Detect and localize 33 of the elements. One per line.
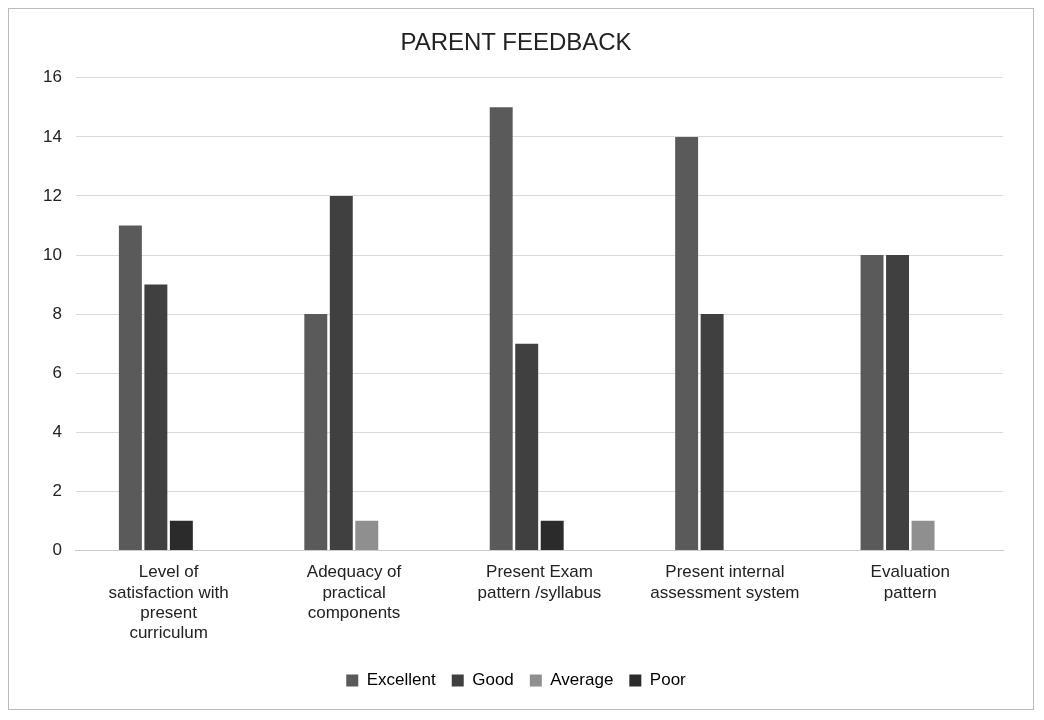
bar xyxy=(329,195,353,550)
x-tick-label: Present Exam pattern /syllabus xyxy=(477,562,602,602)
bar xyxy=(860,255,884,550)
x-tick-label: Evaluation pattern xyxy=(870,562,950,602)
legend-label: Average xyxy=(550,670,614,690)
bar xyxy=(304,314,328,550)
x-tick-label: Present internal assessment system xyxy=(650,562,800,602)
bar xyxy=(675,136,699,550)
bar xyxy=(489,107,513,550)
bar xyxy=(911,520,935,550)
bar xyxy=(144,284,168,550)
y-tick-label: 12 xyxy=(42,185,62,205)
y-tick-label: 8 xyxy=(52,303,62,323)
bar xyxy=(886,255,910,550)
legend-label: Poor xyxy=(649,670,687,690)
bar xyxy=(118,225,142,550)
y-tick-label: 10 xyxy=(42,244,62,264)
x-tick-label: Level of satisfaction with present curriculum xyxy=(108,562,229,643)
bar xyxy=(700,314,724,550)
legend-label: Excellent xyxy=(366,670,437,690)
legend-label: Good xyxy=(472,670,514,690)
bar xyxy=(515,343,539,550)
y-tick-label: 0 xyxy=(52,540,62,560)
bar xyxy=(169,520,193,550)
chart-title: PARENT FEEDBACK xyxy=(400,28,632,56)
y-tick-label: 2 xyxy=(52,481,62,501)
bar xyxy=(540,520,564,550)
y-tick-label: 14 xyxy=(42,126,62,146)
bar xyxy=(355,520,379,550)
y-tick-label: 4 xyxy=(52,421,62,441)
x-tick-label: Adequacy of practical components xyxy=(306,562,402,623)
y-tick-label: 16 xyxy=(42,67,62,87)
y-tick-label: 6 xyxy=(52,362,62,382)
